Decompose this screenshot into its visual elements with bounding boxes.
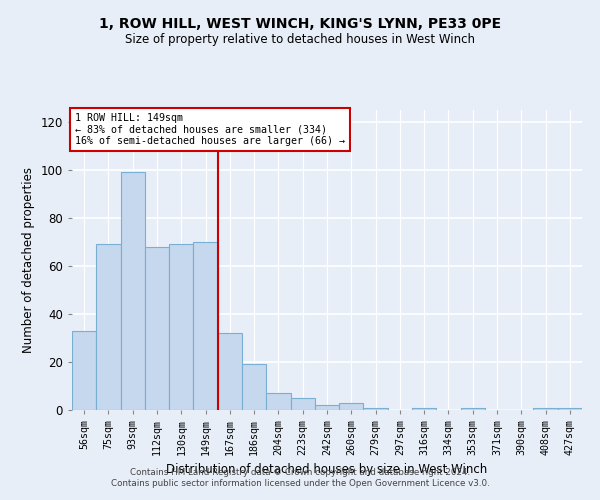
Bar [145, 247, 169, 410]
Y-axis label: Number of detached properties: Number of detached properties [22, 167, 35, 353]
Bar [218, 333, 242, 410]
Bar [461, 408, 485, 410]
Text: 1 ROW HILL: 149sqm
← 83% of detached houses are smaller (334)
16% of semi-detach: 1 ROW HILL: 149sqm ← 83% of detached hou… [74, 113, 344, 146]
Text: Size of property relative to detached houses in West Winch: Size of property relative to detached ho… [125, 32, 475, 46]
Bar [558, 408, 582, 410]
Text: 1, ROW HILL, WEST WINCH, KING'S LYNN, PE33 0PE: 1, ROW HILL, WEST WINCH, KING'S LYNN, PE… [99, 18, 501, 32]
Bar [193, 242, 218, 410]
Bar [412, 408, 436, 410]
Bar [364, 408, 388, 410]
Bar [72, 331, 96, 410]
Bar [96, 244, 121, 410]
Bar [533, 408, 558, 410]
X-axis label: Distribution of detached houses by size in West Winch: Distribution of detached houses by size … [166, 464, 488, 476]
Bar [169, 244, 193, 410]
Bar [315, 405, 339, 410]
Bar [242, 364, 266, 410]
Bar [121, 172, 145, 410]
Bar [290, 398, 315, 410]
Text: Contains HM Land Registry data © Crown copyright and database right 2024.
Contai: Contains HM Land Registry data © Crown c… [110, 468, 490, 487]
Bar [266, 393, 290, 410]
Bar [339, 403, 364, 410]
